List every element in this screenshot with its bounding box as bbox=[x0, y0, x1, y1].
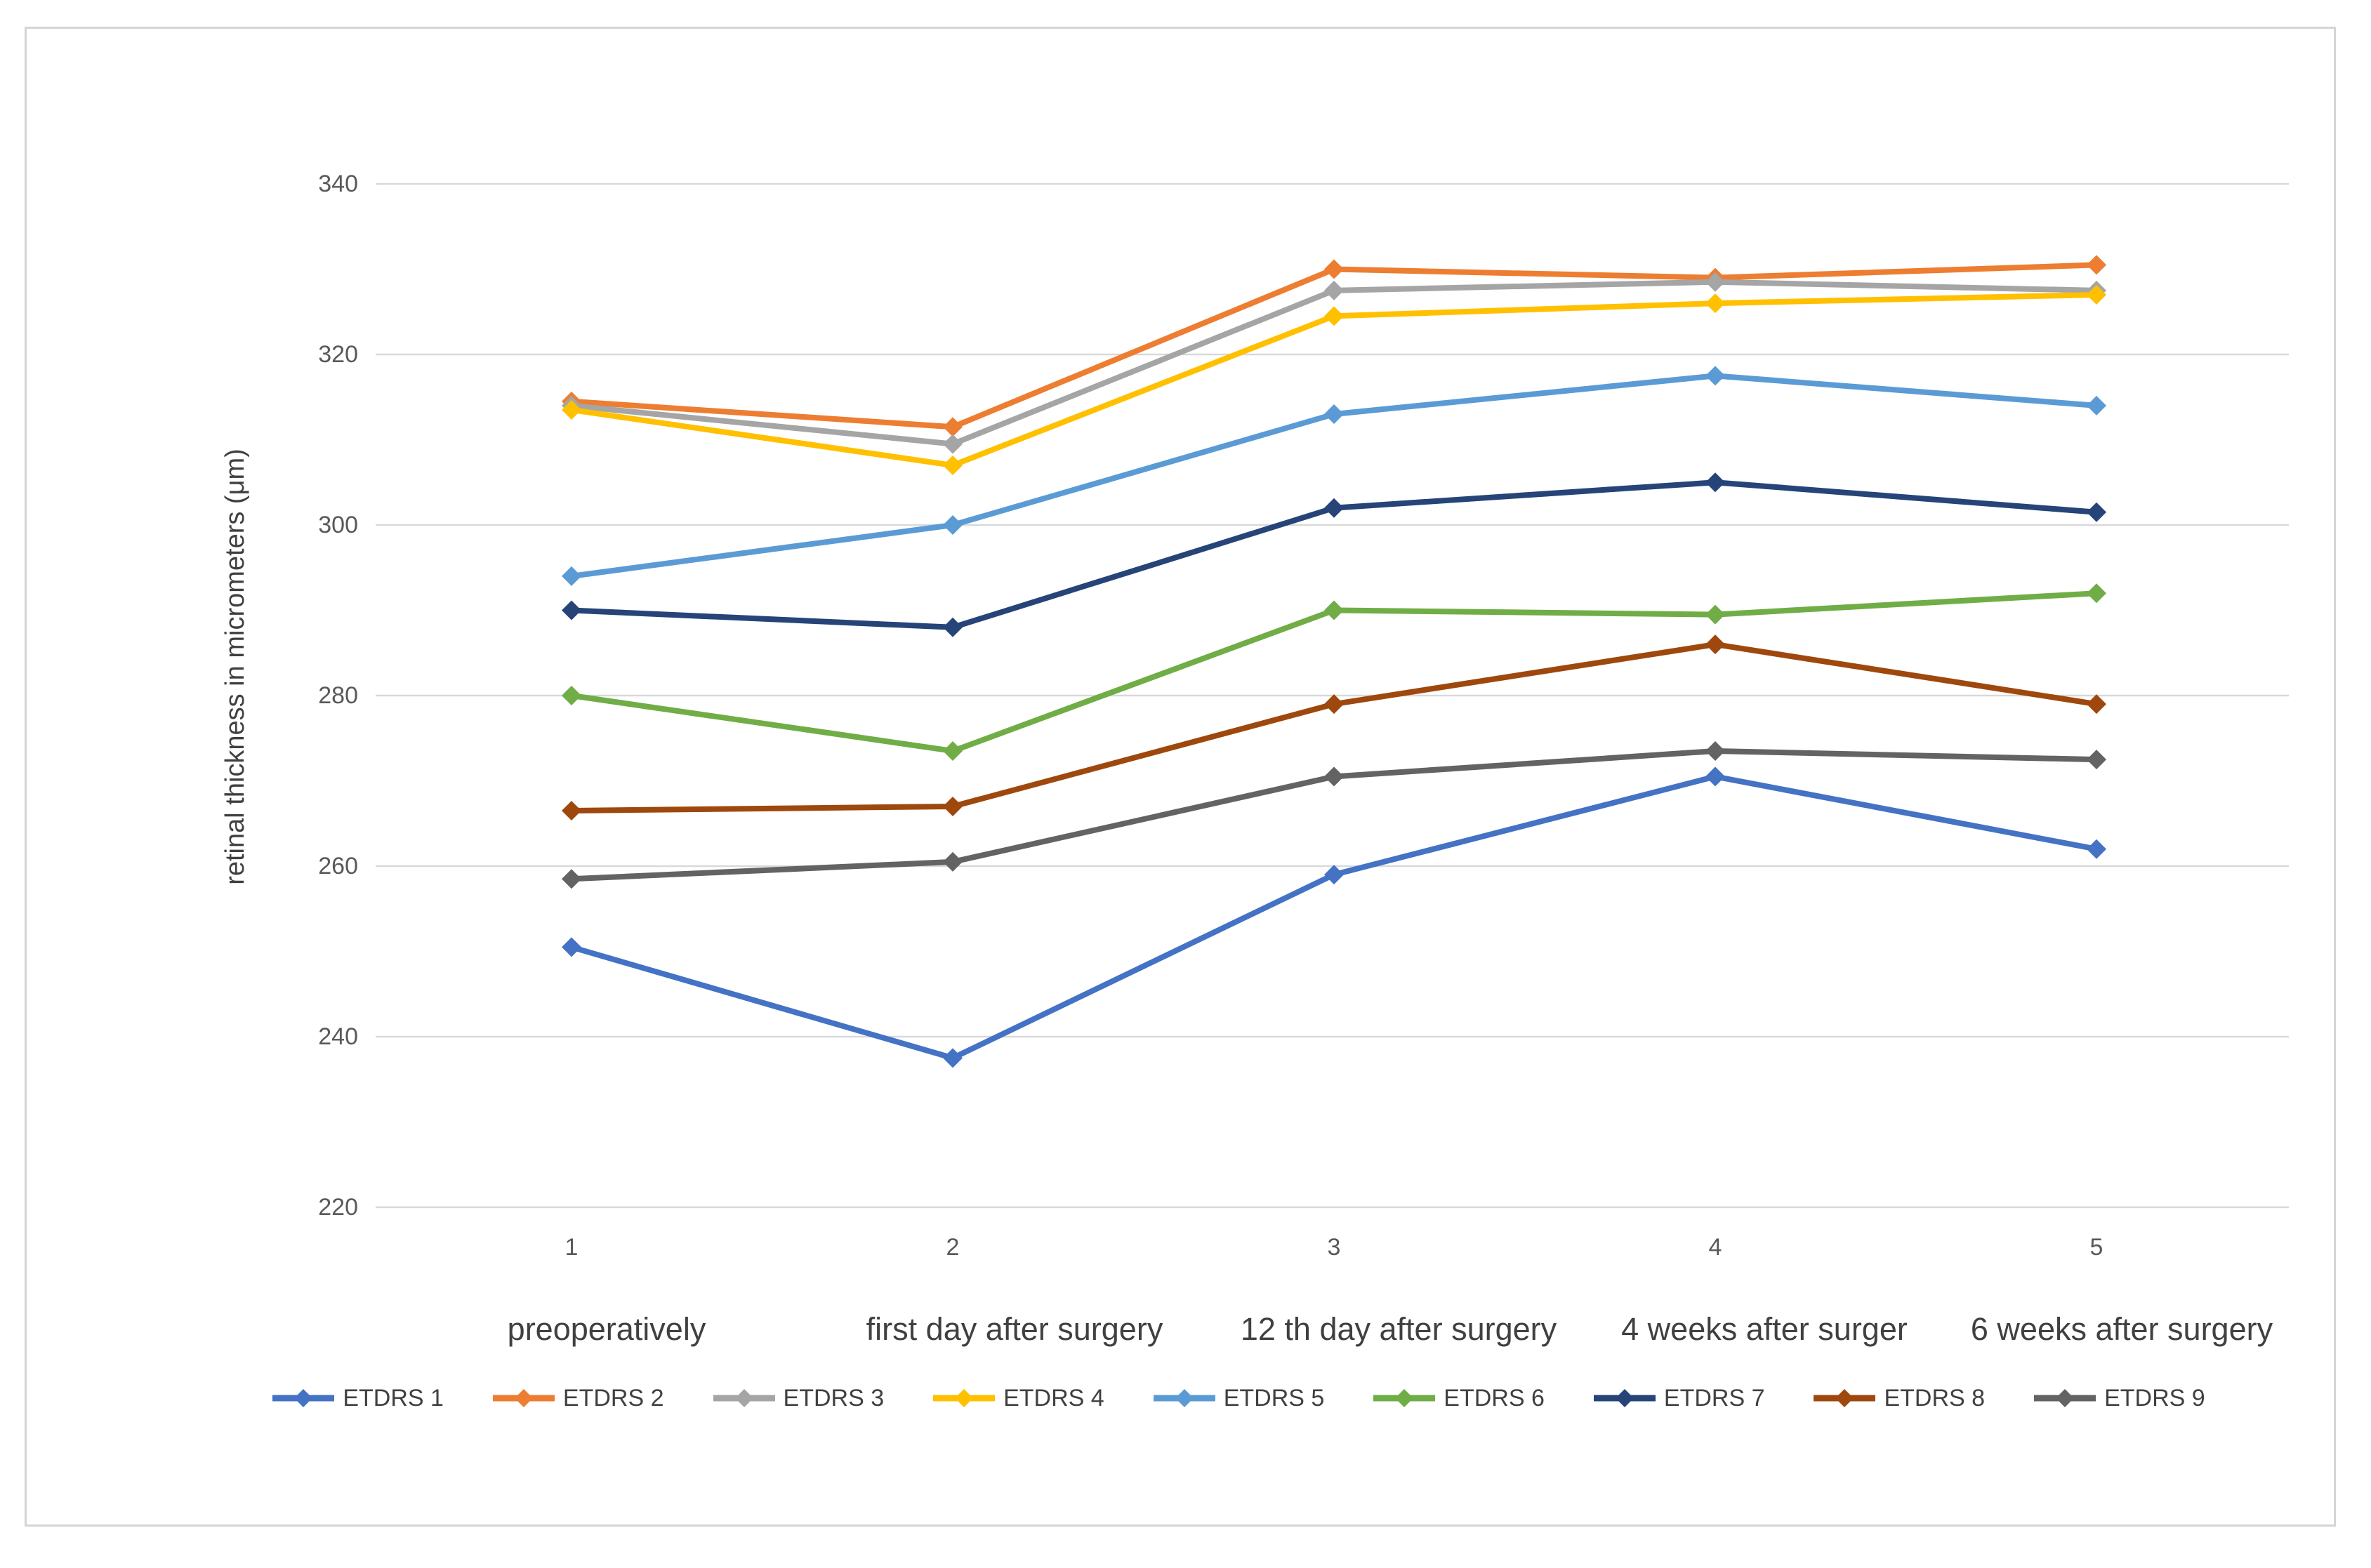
x-category-label-1: preoperatively bbox=[507, 1311, 706, 1347]
y-tick-label-300: 300 bbox=[318, 512, 358, 538]
y-tick-label-240: 240 bbox=[318, 1023, 358, 1050]
legend-marker-icon bbox=[272, 1389, 335, 1407]
x-category-label-4: 4 weeks after surger bbox=[1621, 1311, 1908, 1347]
legend-marker-icon bbox=[1153, 1389, 1215, 1407]
y-tick-label-220: 220 bbox=[318, 1194, 358, 1221]
legend-item-etdrs-2: ETDRS 2 bbox=[491, 1384, 664, 1412]
y-tick-label-280: 280 bbox=[318, 682, 358, 709]
legend-label: ETDRS 1 bbox=[343, 1384, 444, 1411]
legend-label: ETDRS 5 bbox=[1223, 1384, 1325, 1411]
x-tick-label-3: 3 bbox=[1327, 1234, 1341, 1261]
x-tick-label-2: 2 bbox=[946, 1234, 960, 1261]
x-tick-label-5: 5 bbox=[2089, 1234, 2103, 1261]
legend-marker-icon bbox=[2034, 1389, 2096, 1407]
legend-item-etdrs-5: ETDRS 5 bbox=[1152, 1384, 1325, 1412]
x-tick-label-1: 1 bbox=[564, 1234, 579, 1261]
legend-item-etdrs-8: ETDRS 8 bbox=[1812, 1384, 1985, 1412]
chart-legend: ETDRS 1 ETDRS 2 ETDRS 3 ETDRS 4 ETDRS 5 ETDRS… bbox=[0, 1384, 2371, 1412]
legend-label: ETDRS 4 bbox=[1003, 1384, 1104, 1411]
legend-marker-icon bbox=[713, 1389, 775, 1407]
x-category-label-2: first day after surgery bbox=[866, 1311, 1163, 1347]
legend-label: ETDRS 9 bbox=[2104, 1384, 2205, 1411]
legend-item-etdrs-7: ETDRS 7 bbox=[1592, 1384, 1765, 1412]
legend-label: ETDRS 7 bbox=[1663, 1384, 1765, 1411]
y-tick-label-260: 260 bbox=[318, 853, 358, 879]
legend-item-etdrs-4: ETDRS 4 bbox=[932, 1384, 1104, 1412]
legend-label: ETDRS 2 bbox=[562, 1384, 664, 1411]
x-category-label-3: 12 th day after surgery bbox=[1240, 1311, 1557, 1347]
x-tick-label-4: 4 bbox=[1708, 1234, 1722, 1261]
legend-item-etdrs-6: ETDRS 6 bbox=[1372, 1384, 1545, 1412]
legend-marker-icon bbox=[492, 1389, 555, 1407]
legend-marker-icon bbox=[1373, 1389, 1436, 1407]
legend-label: ETDRS 6 bbox=[1444, 1384, 1545, 1411]
legend-marker-icon bbox=[933, 1389, 996, 1407]
legend-marker-icon bbox=[1814, 1389, 1876, 1407]
legend-marker-icon bbox=[1593, 1389, 1656, 1407]
x-category-label-5: 6 weeks after surgery bbox=[1970, 1311, 2273, 1347]
legend-item-etdrs-3: ETDRS 3 bbox=[712, 1384, 885, 1412]
legend-item-etdrs-1: ETDRS 1 bbox=[271, 1384, 444, 1412]
legend-item-etdrs-9: ETDRS 9 bbox=[2033, 1384, 2205, 1412]
y-tick-label-340: 340 bbox=[318, 171, 358, 197]
y-axis-title: retinal thickness in micrometers (μm) bbox=[220, 449, 250, 885]
y-tick-label-320: 320 bbox=[318, 341, 358, 368]
chart-frame bbox=[25, 27, 2336, 1527]
legend-label: ETDRS 8 bbox=[1884, 1384, 1986, 1411]
legend-label: ETDRS 3 bbox=[783, 1384, 885, 1411]
